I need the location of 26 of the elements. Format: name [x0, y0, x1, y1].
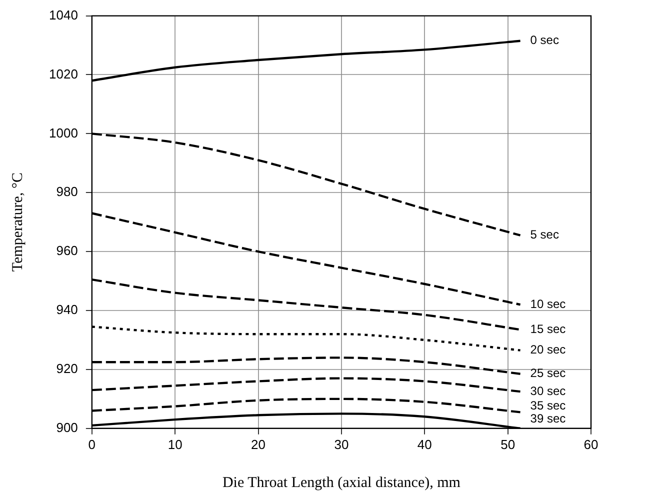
series-label: 0 sec [530, 33, 559, 48]
x-tick-label: 60 [584, 436, 598, 452]
y-tick-label: 900 [56, 420, 78, 435]
series-label: 10 sec [530, 296, 566, 311]
x-tick-label: 10 [168, 436, 182, 452]
series-label: 30 sec [530, 384, 566, 398]
x-tick-label: 20 [251, 436, 266, 452]
series-label: 20 sec [530, 342, 566, 357]
x-tick-label: 0 [88, 436, 96, 452]
y-tick-label: 940 [56, 302, 78, 318]
y-tick-label: 980 [56, 184, 78, 200]
y-tick-label: 1020 [49, 66, 78, 82]
x-tick-label: 50 [500, 436, 516, 452]
series-label: 39 sec [530, 412, 566, 426]
series-label: 15 sec [530, 322, 566, 336]
y-tick-label: 1040 [49, 7, 78, 22]
x-tick-label: 30 [334, 436, 349, 452]
series-label: 35 sec [530, 398, 566, 413]
x-axis-title: Die Throat Length (axial distance), mm [222, 474, 461, 491]
y-tick-label: 1000 [49, 125, 78, 140]
series-label: 25 sec [530, 366, 566, 380]
series-label: 5 sec [530, 228, 559, 242]
y-tick-label: 920 [56, 361, 78, 376]
y-tick-label: 960 [56, 243, 78, 258]
y-axis-title: Temperature, °C [10, 172, 26, 272]
x-tick-label: 40 [417, 436, 432, 452]
